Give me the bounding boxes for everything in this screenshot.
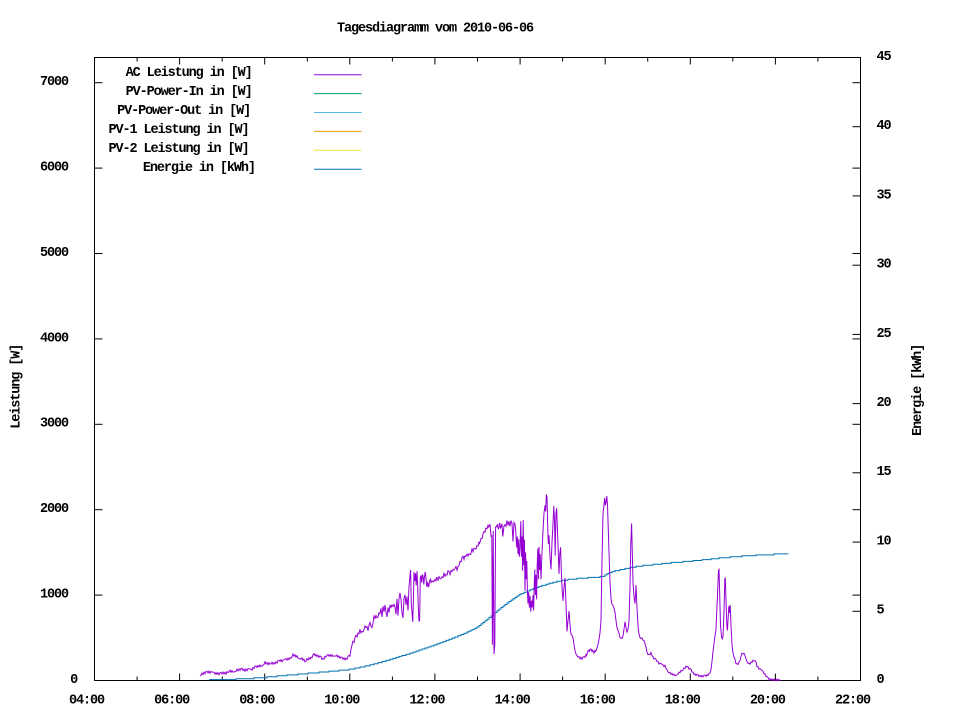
svg-text:16:00: 16:00 [580, 693, 616, 708]
svg-text:15: 15 [877, 465, 892, 480]
svg-text:10:00: 10:00 [324, 693, 360, 708]
svg-text:35: 35 [877, 188, 892, 203]
svg-text:40: 40 [877, 119, 892, 134]
svg-text:AC Leistung in [W]: AC Leistung in [W] [126, 66, 252, 81]
svg-text:5: 5 [877, 604, 885, 619]
svg-text:0: 0 [70, 673, 78, 688]
svg-text:45: 45 [877, 50, 892, 65]
svg-text:PV-2 Leistung in [W]: PV-2 Leistung in [W] [108, 142, 248, 157]
svg-text:5000: 5000 [40, 246, 69, 261]
svg-text:Tagesdiagramm vom 2010-06-06: Tagesdiagramm vom 2010-06-06 [337, 21, 534, 36]
svg-text:22:00: 22:00 [835, 693, 871, 708]
svg-text:6000: 6000 [40, 161, 69, 176]
svg-text:06:00: 06:00 [154, 693, 190, 708]
svg-text:2000: 2000 [40, 502, 69, 517]
svg-text:08:00: 08:00 [239, 693, 275, 708]
svg-text:PV-1 Leistung in [W]: PV-1 Leistung in [W] [108, 123, 248, 138]
svg-text:14:00: 14:00 [495, 693, 531, 708]
svg-text:PV-Power-Out in [W]: PV-Power-Out in [W] [117, 104, 250, 119]
svg-text:10: 10 [877, 535, 892, 550]
svg-text:7000: 7000 [40, 75, 69, 90]
svg-text:3000: 3000 [40, 417, 69, 432]
svg-text:4000: 4000 [40, 331, 69, 346]
svg-text:30: 30 [877, 258, 892, 273]
svg-text:Leistung [W]: Leistung [W] [9, 345, 24, 429]
svg-text:04:00: 04:00 [69, 693, 105, 708]
svg-text:Energie [kWh]: Energie [kWh] [911, 345, 926, 436]
svg-text:18:00: 18:00 [665, 693, 701, 708]
svg-text:12:00: 12:00 [409, 693, 445, 708]
svg-text:20:00: 20:00 [750, 693, 786, 708]
svg-text:0: 0 [877, 673, 885, 688]
svg-text:PV-Power-In in [W]: PV-Power-In in [W] [126, 85, 252, 100]
svg-text:1000: 1000 [40, 588, 69, 603]
svg-text:Energie in [kWh]: Energie in [kWh] [143, 161, 255, 176]
svg-text:25: 25 [877, 327, 892, 342]
svg-text:20: 20 [877, 396, 892, 411]
